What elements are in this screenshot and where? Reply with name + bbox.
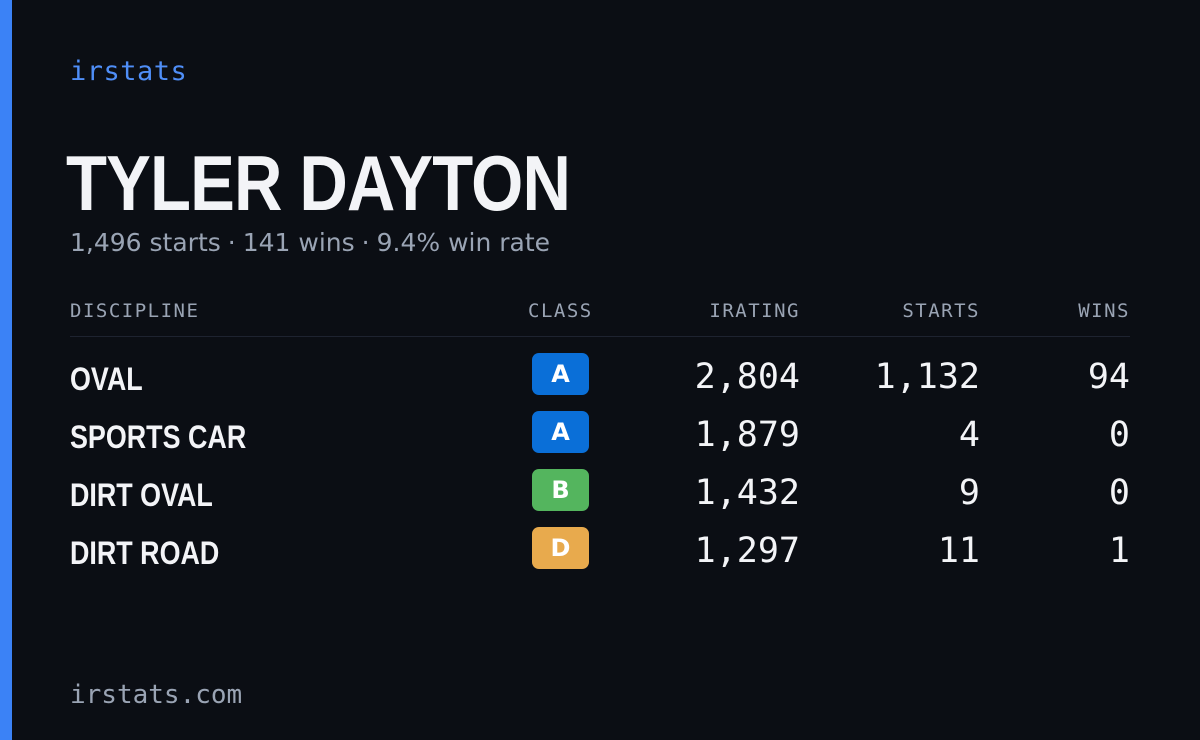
irating-cell: 1,432 [694, 473, 800, 513]
discipline-cell: DIRT OVAL [70, 477, 213, 513]
starts-cell: 9 [958, 473, 980, 513]
table-row: DIRT OVAL B 1,432 9 0 [70, 469, 1130, 527]
table-header: DISCIPLINE CLASS IRATING STARTS WINS [70, 298, 1130, 337]
starts-cell: 1,132 [874, 357, 980, 397]
header-starts: STARTS [902, 300, 980, 322]
irating-cell: 1,297 [694, 531, 800, 571]
footer-url[interactable]: irstats.com [70, 680, 243, 710]
starts-cell: 4 [958, 415, 980, 455]
discipline-cell: DIRT ROAD [70, 535, 220, 571]
class-badge: D [532, 527, 589, 569]
summary-win-rate: 9.4% win rate [376, 228, 551, 257]
stats-table: DISCIPLINE CLASS IRATING STARTS WINS OVA… [70, 298, 1130, 585]
summary-wins: 141 wins [242, 228, 355, 257]
wins-cell: 1 [1108, 531, 1130, 571]
header-wins: WINS [1078, 300, 1130, 322]
wins-cell: 0 [1108, 473, 1130, 513]
class-badge: B [532, 469, 589, 511]
irating-cell: 1,879 [694, 415, 800, 455]
driver-name: TYLER DAYTON [66, 139, 571, 227]
discipline-cell: OVAL [70, 361, 143, 397]
summary-separator: · [227, 228, 236, 257]
accent-bar [0, 0, 12, 740]
starts-cell: 11 [937, 531, 980, 571]
brand-logo[interactable]: irstats [70, 56, 188, 87]
header-irating: IRATING [709, 300, 800, 322]
discipline-cell: SPORTS CAR [70, 419, 247, 455]
table-row: OVAL A 2,804 1,132 94 [70, 353, 1130, 411]
wins-cell: 94 [1087, 357, 1130, 397]
summary-starts: 1,496 starts [70, 228, 221, 257]
irating-cell: 2,804 [694, 357, 800, 397]
class-badge: A [532, 411, 589, 453]
table-row: SPORTS CAR A 1,879 4 0 [70, 411, 1130, 469]
class-badge: A [532, 353, 589, 395]
table-row: DIRT ROAD D 1,297 11 1 [70, 527, 1130, 585]
header-class: CLASS [528, 300, 593, 322]
header-discipline: DISCIPLINE [70, 300, 200, 322]
wins-cell: 0 [1108, 415, 1130, 455]
driver-summary: 1,496 starts · 141 wins · 9.4% win rate [70, 228, 550, 257]
summary-separator: · [361, 228, 370, 257]
